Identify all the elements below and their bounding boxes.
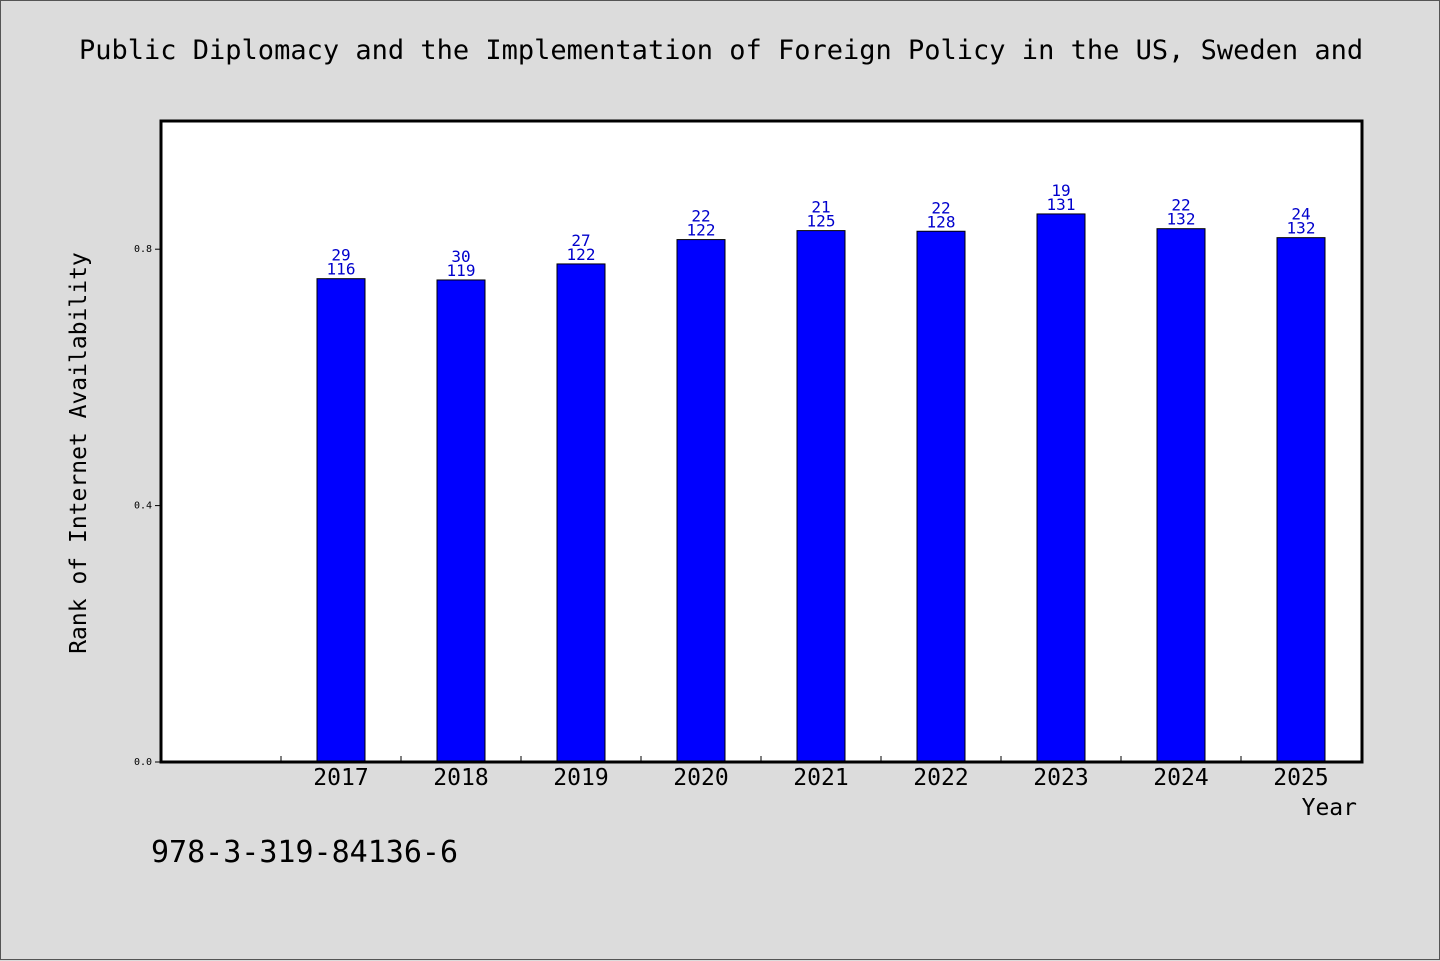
bar-2021	[796, 230, 846, 763]
bar-2025	[1276, 237, 1326, 763]
x-tick-label: 2023	[1033, 765, 1088, 791]
bar-label-bottom: 119	[447, 261, 476, 280]
chart-title: Public Diplomacy and the Implementation …	[79, 35, 1364, 66]
bar-2017	[316, 278, 366, 763]
x-tick-label: 2020	[673, 765, 728, 791]
bar-2020	[676, 239, 726, 763]
y-tick-label: 0.0	[134, 757, 152, 768]
bar-2024	[1156, 228, 1206, 763]
x-tick-label: 2024	[1153, 765, 1208, 791]
x-tick-label: 2017	[313, 765, 368, 791]
bar-2018	[436, 279, 486, 763]
bar-label-bottom: 116	[327, 260, 356, 279]
x-tick-label: 2022	[913, 765, 968, 791]
bar-label-bottom: 131	[1047, 195, 1076, 214]
x-tick-label: 2025	[1273, 765, 1328, 791]
x-tick-label: 2021	[793, 765, 848, 791]
bar-label-top: 22	[691, 207, 710, 226]
bar-2019	[556, 263, 606, 763]
plot-border	[159, 119, 1364, 764]
bar-label-bottom: 132	[1287, 219, 1316, 238]
bar-label-top: 22	[931, 198, 950, 217]
bar-2022	[916, 230, 966, 763]
bar-label-top: 24	[1291, 205, 1310, 224]
bar-label-bottom: 122	[687, 221, 716, 240]
bar-label-bottom: 122	[567, 245, 596, 264]
bar-label-top: 30	[451, 247, 470, 266]
isbn-code: 978-3-319-84136-6	[151, 835, 459, 870]
bar-label-top: 21	[811, 198, 830, 217]
bar-label-bottom: 125	[807, 212, 836, 231]
bar-label-top: 27	[571, 231, 590, 250]
bar-label-top: 29	[331, 246, 350, 265]
y-axis-label: Rank of Internet Availability	[66, 252, 92, 654]
y-tick-label: 0.4	[134, 501, 152, 512]
bar-label-bottom: 128	[927, 212, 956, 231]
y-tick-label: 0.8	[134, 244, 152, 255]
x-tick-label: 2019	[553, 765, 608, 791]
bar-label-top: 19	[1051, 181, 1070, 200]
x-tick-label: 2018	[433, 765, 488, 791]
bar-2023	[1036, 213, 1086, 763]
bar-label-bottom: 132	[1167, 210, 1196, 229]
x-axis-label: Year	[1301, 795, 1357, 821]
bar-label-top: 22	[1171, 196, 1190, 215]
